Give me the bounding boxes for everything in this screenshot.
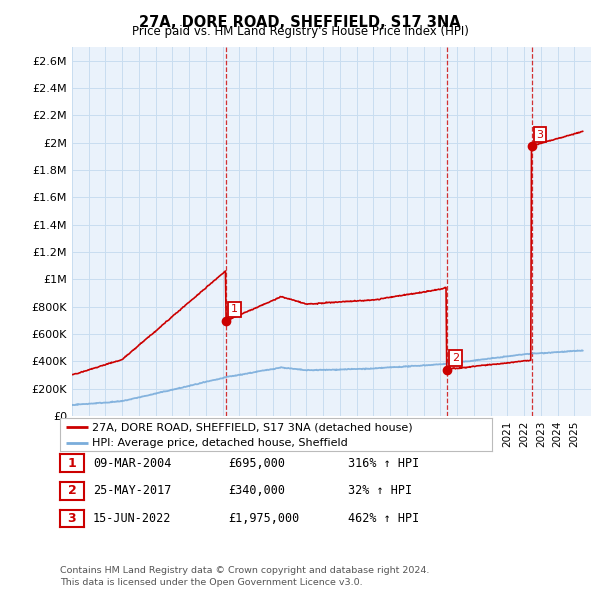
Text: 1: 1 [68, 457, 76, 470]
Text: 32% ↑ HPI: 32% ↑ HPI [348, 484, 412, 497]
Text: £1,975,000: £1,975,000 [228, 512, 299, 525]
Text: Contains HM Land Registry data © Crown copyright and database right 2024.
This d: Contains HM Land Registry data © Crown c… [60, 566, 430, 587]
Text: Price paid vs. HM Land Registry's House Price Index (HPI): Price paid vs. HM Land Registry's House … [131, 25, 469, 38]
Text: 09-MAR-2004: 09-MAR-2004 [93, 457, 172, 470]
Text: 25-MAY-2017: 25-MAY-2017 [93, 484, 172, 497]
Text: 2: 2 [68, 484, 76, 497]
Text: 27A, DORE ROAD, SHEFFIELD, S17 3NA (detached house): 27A, DORE ROAD, SHEFFIELD, S17 3NA (deta… [92, 422, 413, 432]
Text: £695,000: £695,000 [228, 457, 285, 470]
Text: 3: 3 [536, 130, 544, 140]
Text: HPI: Average price, detached house, Sheffield: HPI: Average price, detached house, Shef… [92, 438, 348, 448]
Text: 3: 3 [68, 512, 76, 525]
Text: 15-JUN-2022: 15-JUN-2022 [93, 512, 172, 525]
Text: 2: 2 [452, 353, 459, 363]
Text: £340,000: £340,000 [228, 484, 285, 497]
Text: 462% ↑ HPI: 462% ↑ HPI [348, 512, 419, 525]
Text: 27A, DORE ROAD, SHEFFIELD, S17 3NA: 27A, DORE ROAD, SHEFFIELD, S17 3NA [139, 15, 461, 30]
Text: 316% ↑ HPI: 316% ↑ HPI [348, 457, 419, 470]
Text: 1: 1 [231, 304, 238, 314]
